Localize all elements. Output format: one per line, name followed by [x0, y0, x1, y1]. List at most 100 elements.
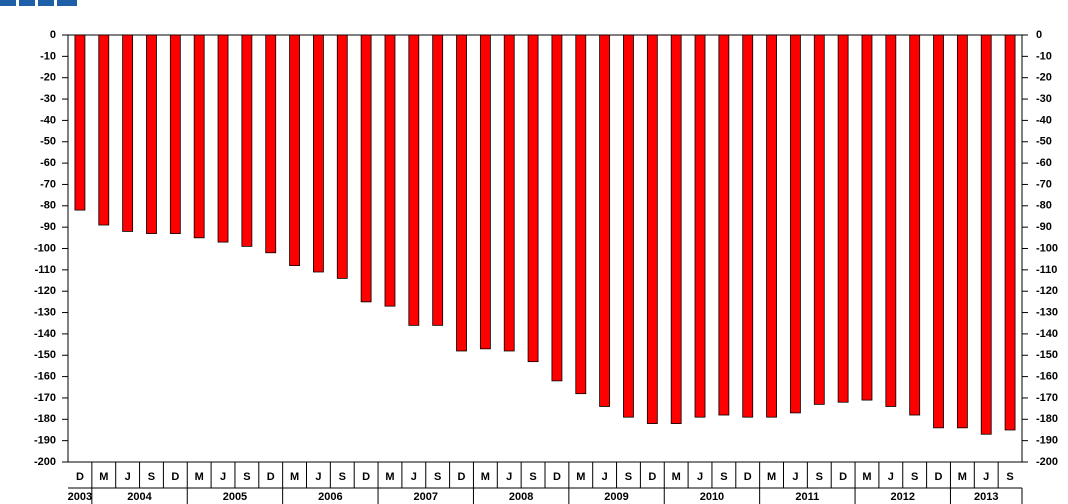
- y2-tick-label: -190: [1036, 435, 1058, 447]
- y2-tick-label: -170: [1036, 392, 1058, 404]
- bar: [623, 34, 634, 418]
- y-tick-label: -50: [40, 136, 56, 148]
- x-tick-label: M: [767, 471, 776, 483]
- x-tick-label: M: [99, 471, 108, 483]
- x-tick-label: D: [362, 471, 370, 483]
- bar: [74, 34, 86, 211]
- y-tick-label: -140: [34, 328, 56, 340]
- bar: [980, 34, 992, 435]
- x-tick-label: M: [672, 471, 681, 483]
- x-tick-label: M: [576, 471, 585, 483]
- bar: [933, 34, 944, 429]
- bar: [861, 34, 873, 401]
- plot-frame: [67, 34, 1023, 463]
- x-tick-label: D: [744, 471, 752, 483]
- bar: [360, 34, 372, 303]
- x-tick-label: J: [411, 471, 417, 483]
- year-label: 2013: [974, 491, 998, 503]
- year-label: 2006: [318, 491, 342, 503]
- y-tick-label: 0: [50, 29, 56, 41]
- y2-tick-label: -90: [1036, 221, 1052, 233]
- x-tick-label: S: [625, 471, 632, 483]
- y2-tick-label: -40: [1036, 114, 1052, 126]
- x-tick-label: J: [220, 471, 226, 483]
- x-tick-label: J: [602, 471, 608, 483]
- bar: [646, 34, 658, 424]
- x-tick-label: D: [458, 471, 466, 483]
- year-label: 2012: [891, 491, 915, 503]
- logo: [0, 0, 77, 6]
- year-label: 2007: [414, 491, 438, 503]
- bar: [742, 34, 754, 418]
- y-tick-label: -10: [40, 50, 56, 62]
- bar: [456, 34, 467, 352]
- y-tick-label: -100: [34, 242, 56, 254]
- y-tick-label: -20: [40, 72, 56, 84]
- y-tick-label: -70: [40, 178, 56, 190]
- y-tick-label: -160: [34, 371, 56, 383]
- y2-tick-label: 0: [1036, 29, 1042, 41]
- x-tick-label: M: [481, 471, 490, 483]
- x-tick-label: D: [171, 471, 179, 483]
- y2-tick-label: -150: [1036, 349, 1058, 361]
- y-tick-label: -180: [34, 413, 56, 425]
- logo-block: [38, 0, 54, 6]
- bar: [217, 34, 229, 243]
- bar: [265, 34, 277, 254]
- bar: [313, 34, 324, 273]
- bar: [1004, 34, 1016, 431]
- logo-block: [57, 0, 77, 6]
- x-tick-label: S: [720, 471, 727, 483]
- year-label: 2009: [604, 491, 628, 503]
- y2-tick-label: -130: [1036, 306, 1058, 318]
- x-tick-label: D: [935, 471, 943, 483]
- y2-tick-label: -60: [1036, 157, 1052, 169]
- x-tick-label: D: [648, 471, 656, 483]
- year-label: 2003: [68, 491, 92, 503]
- x-tick-label: J: [697, 471, 703, 483]
- bar: [146, 34, 157, 234]
- bar: [98, 34, 110, 226]
- year-label: 2010: [700, 491, 724, 503]
- bar: [336, 34, 348, 279]
- x-tick-label: J: [315, 471, 321, 483]
- y2-tick-label: -70: [1036, 178, 1052, 190]
- x-tick-label: D: [76, 471, 84, 483]
- bar: [909, 34, 921, 416]
- bar: [694, 34, 706, 418]
- y2-tick-label: -180: [1036, 413, 1058, 425]
- y2-tick-label: -10: [1036, 50, 1052, 62]
- bar: [384, 34, 396, 307]
- year-label: 2011: [795, 491, 819, 503]
- bar: [551, 34, 563, 382]
- y-tick-label: -80: [40, 200, 56, 212]
- bar: [813, 34, 825, 405]
- year-label: 2005: [223, 491, 247, 503]
- y-tick-label: -120: [34, 285, 56, 297]
- x-tick-label: M: [290, 471, 299, 483]
- y2-tick-label: -80: [1036, 200, 1052, 212]
- x-tick-label: D: [553, 471, 561, 483]
- y2-tick-label: -50: [1036, 136, 1052, 148]
- y-tick-label: -150: [34, 349, 56, 361]
- bar: [169, 34, 181, 234]
- x-tick-label: J: [792, 471, 798, 483]
- bar: [670, 34, 682, 424]
- y2-tick-label: -100: [1036, 242, 1058, 254]
- y-tick-label: -90: [40, 221, 56, 233]
- logo-block: [0, 0, 16, 6]
- x-tick-label: J: [888, 471, 894, 483]
- y-tick-label: -60: [40, 157, 56, 169]
- y2-tick-label: -30: [1036, 93, 1052, 105]
- x-tick-label: D: [267, 471, 275, 483]
- x-tick-label: S: [816, 471, 823, 483]
- y-tick-label: -130: [34, 306, 56, 318]
- x-tick-label: S: [339, 471, 346, 483]
- y2-tick-label: -110: [1036, 264, 1057, 276]
- year-label: 2008: [509, 491, 533, 503]
- bar: [432, 34, 444, 326]
- y-tick-label: -40: [40, 114, 56, 126]
- bar: [885, 34, 897, 407]
- bar: [241, 34, 253, 247]
